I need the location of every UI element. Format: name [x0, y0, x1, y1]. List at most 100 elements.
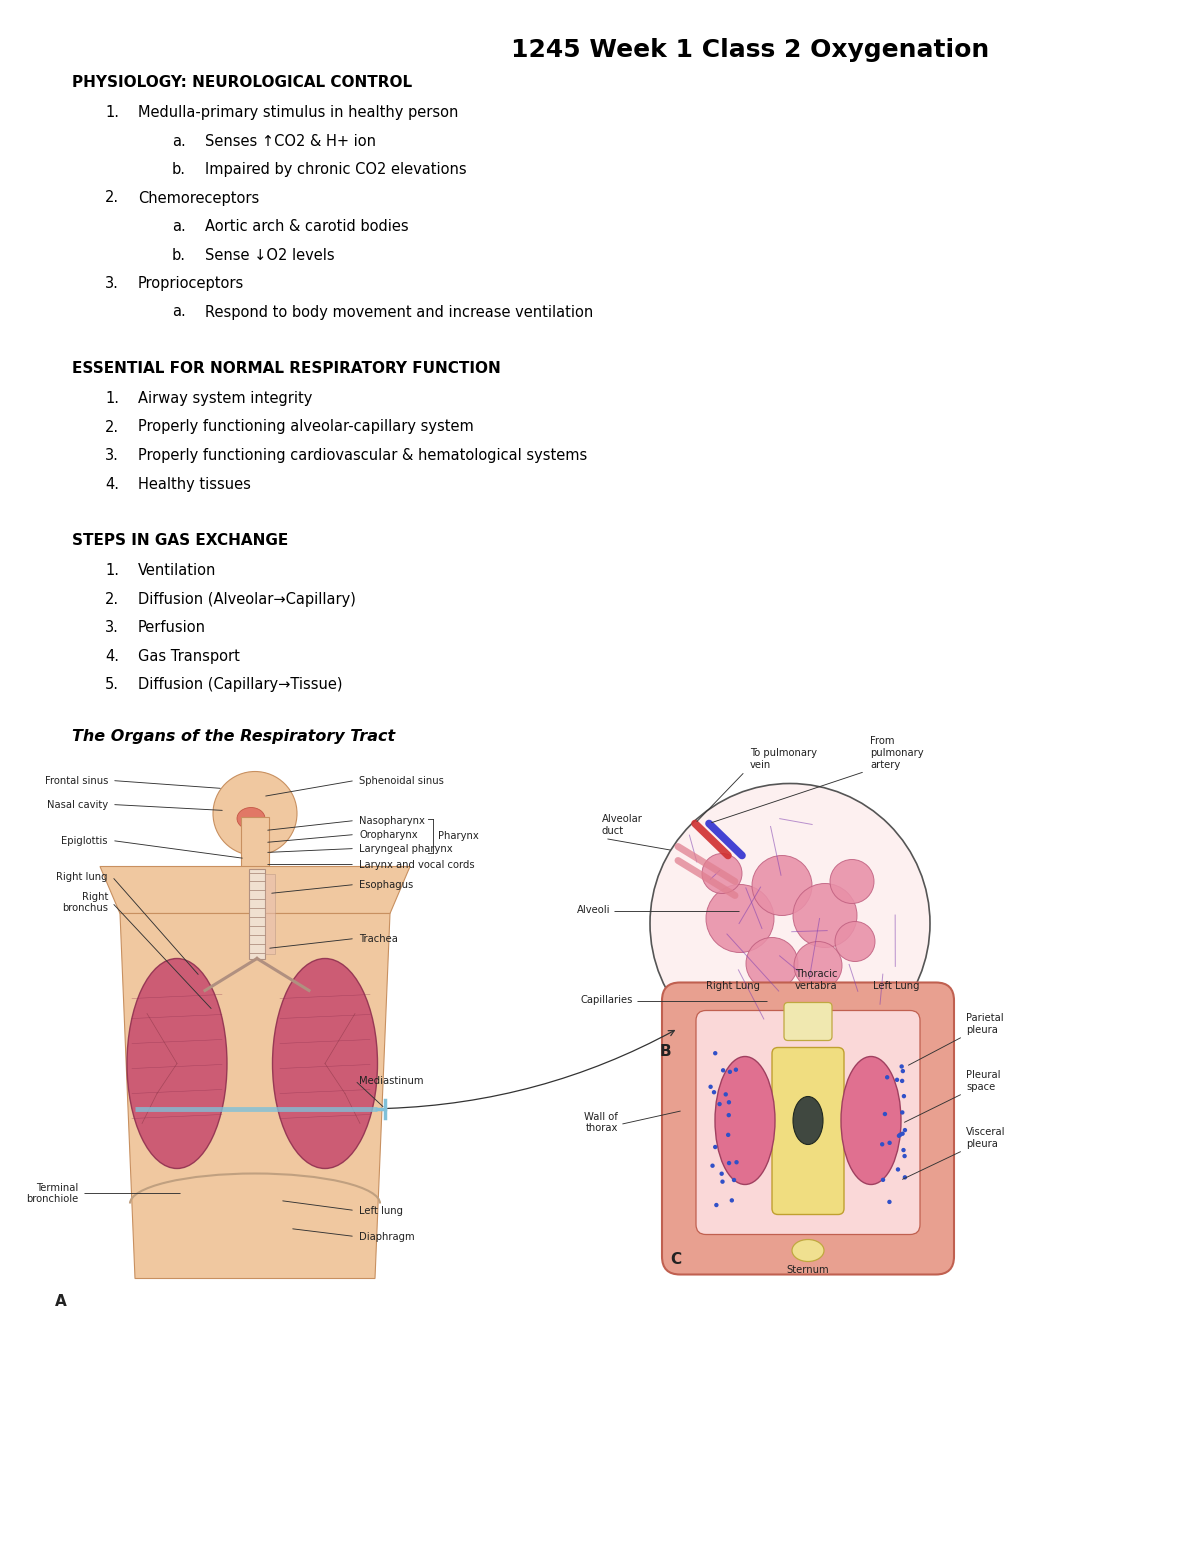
- Text: Respond to body movement and increase ventilation: Respond to body movement and increase ve…: [205, 304, 593, 320]
- Text: Left lung: Left lung: [359, 1205, 403, 1216]
- Text: A: A: [55, 1294, 67, 1309]
- Text: PHYSIOLOGY: NEUROLOGICAL CONTROL: PHYSIOLOGY: NEUROLOGICAL CONTROL: [72, 75, 412, 90]
- Text: 3.: 3.: [106, 276, 119, 290]
- Text: Wall of
thorax: Wall of thorax: [584, 1112, 618, 1134]
- Text: B: B: [660, 1044, 672, 1059]
- Text: Right lung: Right lung: [56, 871, 108, 882]
- Text: 2.: 2.: [106, 592, 119, 607]
- Text: a.: a.: [172, 219, 186, 235]
- Text: Medulla-primary stimulus in healthy person: Medulla-primary stimulus in healthy pers…: [138, 106, 458, 120]
- Circle shape: [900, 1132, 905, 1135]
- Polygon shape: [100, 867, 410, 913]
- Circle shape: [902, 1154, 907, 1159]
- Circle shape: [896, 1134, 901, 1138]
- FancyBboxPatch shape: [250, 868, 265, 958]
- Text: Pharynx: Pharynx: [438, 831, 479, 840]
- Circle shape: [902, 1127, 907, 1132]
- Text: C: C: [670, 1252, 682, 1267]
- Circle shape: [900, 1079, 905, 1082]
- Text: b.: b.: [172, 247, 186, 262]
- Text: Right Lung: Right Lung: [706, 980, 760, 991]
- Text: Nasopharynx: Nasopharynx: [359, 815, 425, 826]
- Text: Diaphragm: Diaphragm: [359, 1232, 415, 1241]
- Ellipse shape: [715, 1056, 775, 1185]
- Text: STEPS IN GAS EXCHANGE: STEPS IN GAS EXCHANGE: [72, 533, 288, 548]
- Ellipse shape: [792, 1239, 824, 1261]
- Circle shape: [724, 1092, 728, 1096]
- Text: From
pulmonary
artery: From pulmonary artery: [870, 736, 924, 769]
- Text: b.: b.: [172, 162, 186, 177]
- Circle shape: [650, 784, 930, 1064]
- Text: 1.: 1.: [106, 106, 119, 120]
- Text: Diffusion (Alveolar→Capillary): Diffusion (Alveolar→Capillary): [138, 592, 356, 607]
- FancyBboxPatch shape: [241, 817, 269, 868]
- Circle shape: [702, 854, 742, 893]
- Circle shape: [733, 1067, 738, 1072]
- Ellipse shape: [236, 808, 265, 829]
- Ellipse shape: [127, 958, 227, 1168]
- Circle shape: [727, 1100, 731, 1104]
- Circle shape: [710, 1163, 715, 1168]
- Text: Capillaries: Capillaries: [581, 994, 634, 1005]
- Circle shape: [887, 1200, 892, 1204]
- Circle shape: [706, 885, 774, 952]
- Circle shape: [732, 1177, 737, 1182]
- Circle shape: [720, 1179, 725, 1183]
- Text: Esophagus: Esophagus: [359, 879, 413, 890]
- Text: 3.: 3.: [106, 447, 119, 463]
- Text: Alveolar
duct: Alveolar duct: [602, 814, 643, 836]
- Circle shape: [720, 1171, 724, 1176]
- Text: Healthy tissues: Healthy tissues: [138, 477, 251, 491]
- Text: Nasal cavity: Nasal cavity: [47, 800, 108, 809]
- Text: Airway system integrity: Airway system integrity: [138, 391, 312, 405]
- Circle shape: [900, 1064, 904, 1068]
- Text: Sternum: Sternum: [787, 1264, 829, 1275]
- Text: 2.: 2.: [106, 191, 119, 205]
- FancyBboxPatch shape: [772, 1048, 844, 1214]
- Text: The Organs of the Respiratory Tract: The Organs of the Respiratory Tract: [72, 728, 395, 744]
- Circle shape: [898, 1132, 902, 1137]
- Ellipse shape: [272, 958, 378, 1168]
- FancyBboxPatch shape: [696, 1011, 920, 1235]
- Text: To pulmonary
vein: To pulmonary vein: [750, 749, 817, 769]
- Circle shape: [713, 1145, 718, 1149]
- Text: 4.: 4.: [106, 477, 119, 491]
- Circle shape: [752, 856, 812, 916]
- Circle shape: [895, 1168, 900, 1171]
- Circle shape: [712, 1090, 716, 1095]
- Circle shape: [901, 1068, 905, 1073]
- Text: Sense ↓O2 levels: Sense ↓O2 levels: [205, 247, 335, 262]
- Text: Gas Transport: Gas Transport: [138, 649, 240, 663]
- Text: 1245 Week 1 Class 2 Oxygenation: 1245 Week 1 Class 2 Oxygenation: [511, 37, 989, 62]
- Text: ESSENTIAL FOR NORMAL RESPIRATORY FUNCTION: ESSENTIAL FOR NORMAL RESPIRATORY FUNCTIO…: [72, 360, 500, 376]
- Circle shape: [726, 1114, 731, 1117]
- Text: Proprioceptors: Proprioceptors: [138, 276, 245, 290]
- Text: Impaired by chronic CO2 elevations: Impaired by chronic CO2 elevations: [205, 162, 467, 177]
- Text: 3.: 3.: [106, 620, 119, 635]
- FancyBboxPatch shape: [662, 983, 954, 1275]
- Text: 2.: 2.: [106, 419, 119, 435]
- Circle shape: [888, 1140, 892, 1145]
- Text: Thoracic
vertabra: Thoracic vertabra: [794, 969, 838, 991]
- Text: Ventilation: Ventilation: [138, 564, 216, 578]
- Text: Properly functioning cardiovascular & hematological systems: Properly functioning cardiovascular & he…: [138, 447, 587, 463]
- Text: a.: a.: [172, 134, 186, 149]
- Circle shape: [901, 1148, 906, 1152]
- Text: Mediastinum: Mediastinum: [359, 1076, 424, 1086]
- Text: Larynx and vocal cords: Larynx and vocal cords: [359, 859, 475, 870]
- Circle shape: [727, 1070, 732, 1075]
- Circle shape: [902, 1176, 907, 1180]
- Circle shape: [727, 1162, 731, 1165]
- FancyBboxPatch shape: [265, 873, 275, 954]
- Circle shape: [718, 1103, 721, 1106]
- Text: Trachea: Trachea: [359, 933, 398, 944]
- Text: Laryngeal pharynx: Laryngeal pharynx: [359, 843, 452, 854]
- Text: Perfusion: Perfusion: [138, 620, 206, 635]
- Circle shape: [730, 1199, 734, 1202]
- Circle shape: [895, 1078, 899, 1082]
- Circle shape: [794, 941, 842, 989]
- Text: Properly functioning alveolar-capillary system: Properly functioning alveolar-capillary …: [138, 419, 474, 435]
- Circle shape: [884, 1075, 889, 1079]
- Circle shape: [901, 1093, 906, 1098]
- Text: 4.: 4.: [106, 649, 119, 663]
